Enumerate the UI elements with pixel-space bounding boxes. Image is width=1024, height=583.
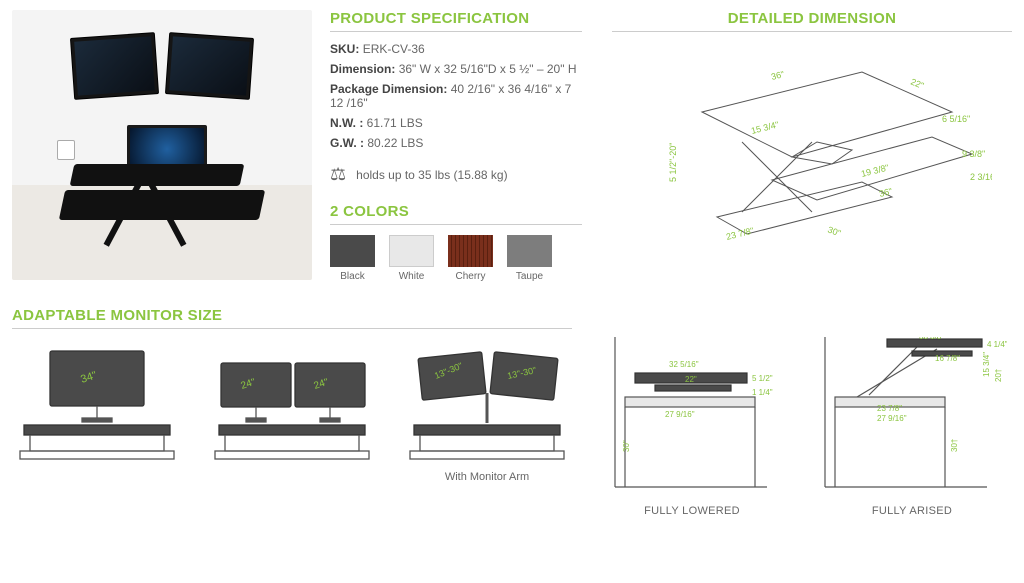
svg-text:30": 30" [826, 224, 842, 238]
spec-package: Package Dimension: 40 2/16" x 36 4/16" x… [330, 82, 582, 110]
svg-text:38 3/8": 38 3/8" [919, 337, 944, 341]
adaptable-heading: ADAPTABLE MONITOR SIZE [12, 307, 572, 324]
svg-text:27 9/16": 27 9/16" [665, 410, 695, 419]
svg-text:23 7/8": 23 7/8" [877, 404, 902, 413]
svg-text:20†: 20† [994, 369, 1003, 382]
spec-dimension: Dimension: 36" W x 32 5/16"D x 5 ½" – 20… [330, 62, 582, 76]
svg-text:30†: 30† [950, 439, 959, 452]
colors-heading: 2 COLORS [330, 203, 582, 220]
svg-text:9 3/8": 9 3/8" [962, 149, 985, 159]
config-arm: 13"-30" 13"-30" With Monitor Arm [402, 343, 572, 483]
svg-text:1": 1" [883, 337, 890, 338]
weight-icon: ⚖ [330, 164, 346, 185]
fully-arised-diagram: 1" 38 3/8" 4 1/4" 16 7/8" 15 3/4" 20† 23… [817, 337, 1007, 517]
arm-label: With Monitor Arm [402, 471, 572, 483]
spec-sku: SKU: ERK-CV-36 [330, 42, 582, 56]
svg-text:22": 22" [909, 77, 925, 91]
svg-text:30": 30" [622, 440, 631, 452]
svg-text:2 3/16": 2 3/16" [970, 172, 992, 182]
config-single: 34" [12, 343, 182, 483]
detailed-heading: DETAILED DIMENSION [612, 10, 1012, 27]
fully-lowered-diagram: 32 5/16" 22" 5 1/2" 1 1/4" 27 9/16" 30" … [607, 337, 777, 517]
spec-nw: N.W. : 61.71 LBS [330, 116, 582, 130]
product-photo [12, 10, 312, 280]
spec-gw: G.W. : 80.22 LBS [330, 136, 582, 150]
svg-text:16 7/8": 16 7/8" [935, 354, 960, 363]
svg-text:36": 36" [770, 69, 785, 82]
svg-text:27 9/16": 27 9/16" [877, 414, 907, 423]
swatch-white: White [389, 235, 434, 282]
swatch-black: Black [330, 235, 375, 282]
svg-text:1 1/4": 1 1/4" [752, 388, 773, 397]
color-swatches: Black White Cherry Taupe [330, 235, 582, 282]
swatch-taupe: Taupe [507, 235, 552, 282]
svg-text:6 5/16": 6 5/16" [942, 114, 970, 124]
svg-text:5 1/2": 5 1/2" [752, 374, 773, 383]
svg-text:4 1/4": 4 1/4" [987, 340, 1007, 349]
svg-text:22": 22" [685, 375, 697, 384]
svg-text:15 3/4": 15 3/4" [750, 119, 780, 136]
spec-heading: PRODUCT SPECIFICATION [330, 10, 582, 27]
swatch-cherry: Cherry [448, 235, 493, 282]
svg-text:19 3/8": 19 3/8" [860, 162, 890, 179]
svg-text:15 3/4": 15 3/4" [982, 352, 991, 377]
svg-text:32 5/16": 32 5/16" [669, 360, 699, 369]
weight-capacity: ⚖ holds up to 35 lbs (15.88 kg) [330, 164, 582, 185]
svg-text:5 1/2"-20": 5 1/2"-20" [668, 143, 678, 182]
config-dual: 24" 24" [207, 343, 377, 483]
svg-text:23 7/8": 23 7/8" [725, 225, 755, 242]
isometric-diagram: 36" 22" 6 5/16" 15 3/4" 9 3/8" 19 3/8" 2… [612, 42, 1012, 252]
